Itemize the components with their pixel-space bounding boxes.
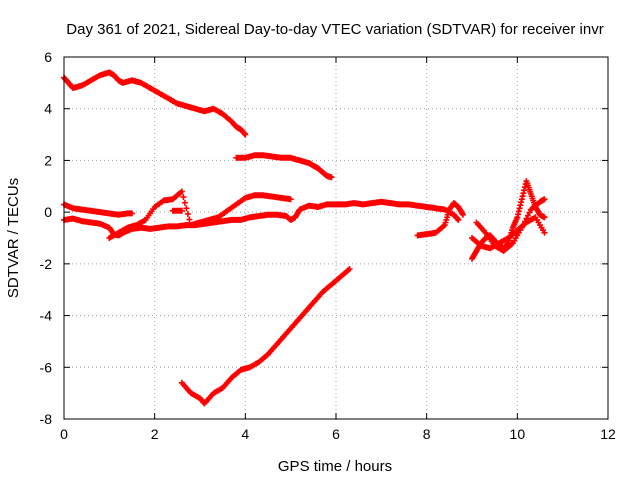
data-points	[61, 69, 548, 407]
x-tick-label: 8	[423, 426, 431, 442]
data-series-arc-5	[106, 188, 294, 241]
data-point-markers	[473, 196, 548, 254]
data-point-markers	[178, 266, 353, 407]
data-series-arc-2	[233, 152, 335, 181]
data-point-markers	[414, 200, 466, 239]
data-series-arc-11	[473, 196, 548, 254]
data-point-markers	[106, 188, 294, 241]
x-tick-label: 0	[60, 426, 68, 442]
y-tick-label: 0	[44, 204, 52, 220]
data-point-markers	[233, 152, 335, 181]
data-point-markers	[169, 207, 185, 214]
y-tick-label: 4	[44, 101, 52, 117]
x-axis-label: GPS time / hours	[278, 458, 392, 475]
x-tick-label: 2	[151, 426, 159, 442]
x-tick-label: 6	[332, 426, 340, 442]
y-axis-label: SDTVAR / TECUs	[5, 178, 22, 298]
y-tick-label: 6	[44, 49, 52, 65]
y-tick-label: -6	[40, 359, 53, 375]
y-tick-label: -4	[40, 308, 53, 324]
y-tick-label: 2	[44, 152, 52, 168]
chart-title: Day 361 of 2021, Sidereal Day-to-day VTE…	[66, 21, 603, 38]
x-tick-label: 12	[600, 426, 616, 442]
axis-ticks: 0 2 4 6 8 10 12 -8 -6 -4 -2 0 2 4 6	[40, 49, 616, 442]
x-tick-label: 4	[241, 426, 249, 442]
x-tick-label: 10	[510, 426, 526, 442]
y-tick-label: -8	[40, 411, 53, 427]
data-series-arc-7	[178, 266, 353, 407]
data-series-arc-6	[169, 207, 185, 214]
y-tick-label: -2	[40, 256, 53, 272]
data-series-arc-8	[414, 200, 466, 239]
